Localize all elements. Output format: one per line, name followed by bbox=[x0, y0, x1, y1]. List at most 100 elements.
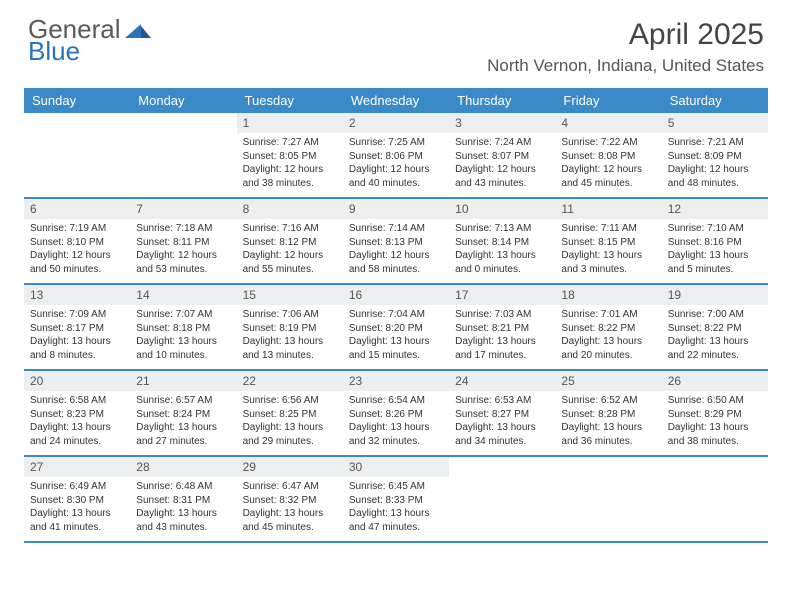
sunset-text: Sunset: 8:06 PM bbox=[349, 150, 443, 164]
sunset-text: Sunset: 8:29 PM bbox=[668, 408, 762, 422]
day-number: 18 bbox=[555, 285, 661, 305]
sunrise-text: Sunrise: 7:10 AM bbox=[668, 222, 762, 236]
calendar-day: 9Sunrise: 7:14 AMSunset: 8:13 PMDaylight… bbox=[343, 199, 449, 283]
day-number: 14 bbox=[130, 285, 236, 305]
calendar-week: 27Sunrise: 6:49 AMSunset: 8:30 PMDayligh… bbox=[24, 457, 768, 543]
day-number: 7 bbox=[130, 199, 236, 219]
daylight-text: Daylight: 12 hours and 38 minutes. bbox=[243, 163, 337, 190]
sunrise-text: Sunrise: 7:24 AM bbox=[455, 136, 549, 150]
calendar-day-empty bbox=[449, 457, 555, 541]
calendar-day: 11Sunrise: 7:11 AMSunset: 8:15 PMDayligh… bbox=[555, 199, 661, 283]
sunset-text: Sunset: 8:08 PM bbox=[561, 150, 655, 164]
sunset-text: Sunset: 8:21 PM bbox=[455, 322, 549, 336]
day-number: 3 bbox=[449, 113, 555, 133]
calendar-day: 14 Sunrise: 7:07 AMSunset: 8:18 PMDayligh… bbox=[130, 285, 236, 369]
sunrise-text: Sunrise: 7:04 AM bbox=[349, 308, 443, 322]
daylight-text: Daylight: 13 hours and 32 minutes. bbox=[349, 421, 443, 448]
daylight-text: Daylight: 13 hours and 36 minutes. bbox=[561, 421, 655, 448]
day-number: 25 bbox=[555, 371, 661, 391]
day-number: 9 bbox=[343, 199, 449, 219]
calendar-day: 19Sunrise: 7:00 AMSunset: 8:22 PMDayligh… bbox=[662, 285, 768, 369]
col-tuesday: Tuesday bbox=[237, 88, 343, 113]
sunset-text: Sunset: 8:15 PM bbox=[561, 236, 655, 250]
sunset-text: Sunset: 8:18 PM bbox=[136, 322, 230, 336]
sunrise-text: Sunrise: 7:13 AM bbox=[455, 222, 549, 236]
calendar-day: 25Sunrise: 6:52 AMSunset: 8:28 PMDayligh… bbox=[555, 371, 661, 455]
calendar-day: 8Sunrise: 7:16 AMSunset: 8:12 PMDaylight… bbox=[237, 199, 343, 283]
calendar-week: 1Sunrise: 7:27 AMSunset: 8:05 PMDaylight… bbox=[24, 113, 768, 199]
sunrise-text: Sunrise: 7:21 AM bbox=[668, 136, 762, 150]
calendar-day: 23Sunrise: 6:54 AMSunset: 8:26 PMDayligh… bbox=[343, 371, 449, 455]
sunset-text: Sunset: 8:31 PM bbox=[136, 494, 230, 508]
day-number: 28 bbox=[130, 457, 236, 477]
col-friday: Friday bbox=[555, 88, 661, 113]
calendar-day: 2Sunrise: 7:25 AMSunset: 8:06 PMDaylight… bbox=[343, 113, 449, 197]
daylight-text: Daylight: 13 hours and 27 minutes. bbox=[136, 421, 230, 448]
day-number: 6 bbox=[24, 199, 130, 219]
sunset-text: Sunset: 8:27 PM bbox=[455, 408, 549, 422]
daylight-text: Daylight: 13 hours and 15 minutes. bbox=[349, 335, 443, 362]
day-number: 16 bbox=[343, 285, 449, 305]
calendar-day: 26Sunrise: 6:50 AMSunset: 8:29 PMDayligh… bbox=[662, 371, 768, 455]
brand-word2: Blue bbox=[28, 36, 80, 66]
sunset-text: Sunset: 8:23 PM bbox=[30, 408, 124, 422]
daylight-text: Daylight: 12 hours and 48 minutes. bbox=[668, 163, 762, 190]
calendar-day-empty bbox=[555, 457, 661, 541]
sunset-text: Sunset: 8:33 PM bbox=[349, 494, 443, 508]
sunset-text: Sunset: 8:16 PM bbox=[668, 236, 762, 250]
day-number: 13 bbox=[24, 285, 130, 305]
sunrise-text: Sunrise: 6:58 AM bbox=[30, 394, 124, 408]
daylight-text: Daylight: 13 hours and 8 minutes. bbox=[30, 335, 124, 362]
day-number: 8 bbox=[237, 199, 343, 219]
calendar-day: 30Sunrise: 6:45 AMSunset: 8:33 PMDayligh… bbox=[343, 457, 449, 541]
sunrise-text: Sunrise: 7:18 AM bbox=[136, 222, 230, 236]
sunset-text: Sunset: 8:19 PM bbox=[243, 322, 337, 336]
sunset-text: Sunset: 8:28 PM bbox=[561, 408, 655, 422]
day-number: 29 bbox=[237, 457, 343, 477]
calendar-day: 15Sunrise: 7:06 AMSunset: 8:19 PMDayligh… bbox=[237, 285, 343, 369]
sunset-text: Sunset: 8:20 PM bbox=[349, 322, 443, 336]
calendar-day: 1Sunrise: 7:27 AMSunset: 8:05 PMDaylight… bbox=[237, 113, 343, 197]
calendar-day-empty bbox=[24, 113, 130, 197]
sunrise-text: Sunrise: 7:03 AM bbox=[455, 308, 549, 322]
day-number: 19 bbox=[662, 285, 768, 305]
daylight-text: Daylight: 13 hours and 38 minutes. bbox=[668, 421, 762, 448]
sunrise-text: Sunrise: 6:47 AM bbox=[243, 480, 337, 494]
calendar-day: 6Sunrise: 7:19 AMSunset: 8:10 PMDaylight… bbox=[24, 199, 130, 283]
daylight-text: Daylight: 13 hours and 45 minutes. bbox=[243, 507, 337, 534]
sunrise-text: Sunrise: 7:14 AM bbox=[349, 222, 443, 236]
calendar-day: 29Sunrise: 6:47 AMSunset: 8:32 PMDayligh… bbox=[237, 457, 343, 541]
daylight-text: Daylight: 13 hours and 10 minutes. bbox=[136, 335, 230, 362]
day-number: 12 bbox=[662, 199, 768, 219]
calendar-day: 10Sunrise: 7:13 AMSunset: 8:14 PMDayligh… bbox=[449, 199, 555, 283]
daylight-text: Daylight: 13 hours and 0 minutes. bbox=[455, 249, 549, 276]
day-number: 22 bbox=[237, 371, 343, 391]
sunrise-text: Sunrise: 7:01 AM bbox=[561, 308, 655, 322]
daylight-text: Daylight: 13 hours and 29 minutes. bbox=[243, 421, 337, 448]
calendar-day: 18Sunrise: 7:01 AMSunset: 8:22 PMDayligh… bbox=[555, 285, 661, 369]
daylight-text: Daylight: 12 hours and 53 minutes. bbox=[136, 249, 230, 276]
brand-text: General Blue bbox=[28, 18, 121, 62]
day-number: 30 bbox=[343, 457, 449, 477]
calendar-week: 13Sunrise: 7:09 AMSunset: 8:17 PMDayligh… bbox=[24, 285, 768, 371]
sunset-text: Sunset: 8:24 PM bbox=[136, 408, 230, 422]
location-text: North Vernon, Indiana, United States bbox=[487, 56, 764, 76]
daylight-text: Daylight: 13 hours and 5 minutes. bbox=[668, 249, 762, 276]
sunrise-text: Sunrise: 7:06 AM bbox=[243, 308, 337, 322]
daylight-text: Daylight: 13 hours and 13 minutes. bbox=[243, 335, 337, 362]
sunrise-text: Sunrise: 6:56 AM bbox=[243, 394, 337, 408]
daylight-text: Daylight: 13 hours and 24 minutes. bbox=[30, 421, 124, 448]
sunrise-text: Sunrise: 7:07 AM bbox=[136, 308, 230, 322]
sunset-text: Sunset: 8:13 PM bbox=[349, 236, 443, 250]
sunset-text: Sunset: 8:25 PM bbox=[243, 408, 337, 422]
calendar-day: 3 Sunrise: 7:24 AMSunset: 8:07 PMDaylight… bbox=[449, 113, 555, 197]
daylight-text: Daylight: 12 hours and 43 minutes. bbox=[455, 163, 549, 190]
calendar-day: 5Sunrise: 7:21 AMSunset: 8:09 PMDaylight… bbox=[662, 113, 768, 197]
sunrise-text: Sunrise: 6:50 AM bbox=[668, 394, 762, 408]
daylight-text: Daylight: 13 hours and 17 minutes. bbox=[455, 335, 549, 362]
day-number: 20 bbox=[24, 371, 130, 391]
calendar-header-row: Sunday Monday Tuesday Wednesday Thursday… bbox=[24, 88, 768, 113]
sunrise-text: Sunrise: 7:19 AM bbox=[30, 222, 124, 236]
sunset-text: Sunset: 8:07 PM bbox=[455, 150, 549, 164]
col-sunday: Sunday bbox=[24, 88, 130, 113]
